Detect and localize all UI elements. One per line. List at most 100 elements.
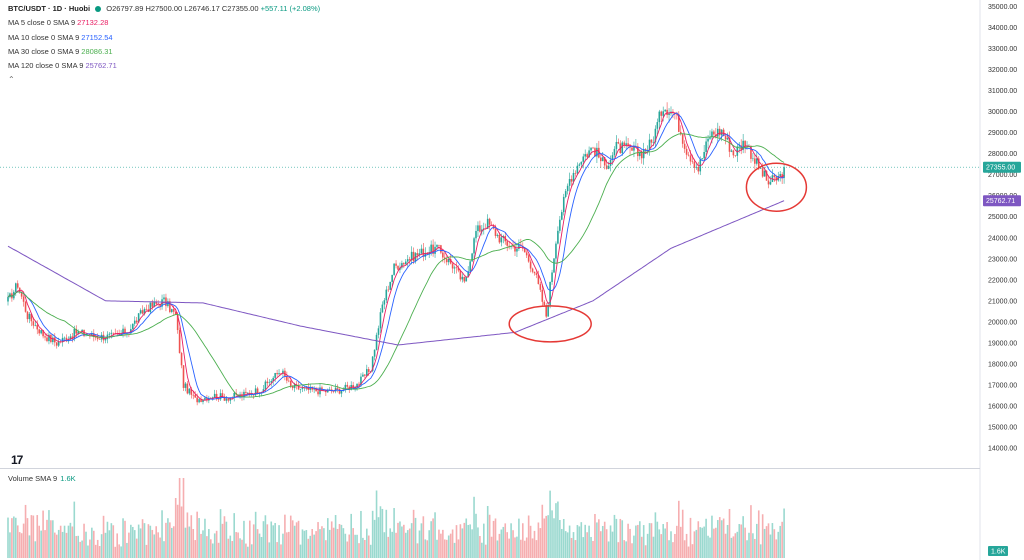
- volume-bar: [167, 518, 169, 558]
- candle-body: [422, 248, 425, 257]
- candle-body: [69, 336, 72, 340]
- candle: [734, 155, 737, 158]
- volume-bar: [613, 514, 616, 558]
- volume-bar: [350, 513, 352, 558]
- volume-bar: [289, 515, 292, 558]
- volume-bar: [424, 539, 427, 558]
- candle-body: [180, 353, 183, 366]
- volume-bar: [305, 530, 308, 558]
- candle-body: [174, 311, 177, 315]
- volume-bar: [646, 533, 649, 558]
- candle-body: [213, 393, 216, 398]
- ma120-legend[interactable]: MA 120 close 0 SMA 9 25762.71: [8, 61, 117, 71]
- candle-body: [159, 304, 161, 307]
- candle: [635, 139, 637, 147]
- candle-body: [648, 139, 651, 150]
- candle: [397, 265, 399, 271]
- candle: [186, 381, 189, 395]
- candle: [44, 333, 46, 341]
- volume-bar: [518, 518, 520, 558]
- volume-bar: [718, 517, 721, 558]
- volume-bar: [650, 523, 653, 558]
- candle-body: [502, 236, 505, 238]
- volume-bar: [652, 536, 655, 558]
- volume-bar: [143, 523, 146, 558]
- candle-body: [522, 245, 524, 249]
- volume-bar: [418, 530, 421, 558]
- ma5-legend[interactable]: MA 5 close 0 SMA 9 27132.28: [8, 18, 109, 28]
- volume-bar: [48, 510, 50, 558]
- volume-legend[interactable]: Volume SMA 9 1.6K: [8, 474, 76, 483]
- candle-body: [151, 302, 154, 307]
- candle-body: [256, 388, 259, 395]
- candle: [621, 140, 624, 156]
- candle-body: [555, 243, 557, 259]
- candle: [342, 387, 345, 392]
- candle: [145, 304, 148, 311]
- volume-bar: [473, 496, 475, 558]
- candle: [705, 136, 707, 158]
- ma5-value: 27132.28: [77, 18, 109, 28]
- volume-bar: [389, 528, 391, 558]
- volume-bar: [401, 526, 403, 558]
- volume-bar: [707, 535, 709, 558]
- legend-collapse-icon[interactable]: ⌃: [8, 75, 15, 85]
- candle-body: [48, 334, 50, 342]
- volume-bar: [605, 529, 608, 558]
- candle-body: [551, 272, 553, 283]
- y-tick-label: 14000.00: [988, 446, 1017, 453]
- volume-bar: [483, 523, 485, 558]
- candle: [718, 125, 721, 140]
- candle: [288, 376, 290, 383]
- candle-body: [518, 244, 520, 249]
- candle: [272, 376, 274, 385]
- volume-bar: [447, 535, 450, 558]
- candle-body: [527, 255, 530, 262]
- candle-body: [381, 304, 384, 313]
- volume-bar: [375, 490, 378, 558]
- volume-bar: [133, 530, 136, 558]
- tradingview-logo-icon[interactable]: 17: [11, 453, 23, 467]
- ma30-legend[interactable]: MA 30 close 0 SMA 9 28086.31: [8, 46, 113, 56]
- candle: [313, 386, 315, 394]
- symbol-label[interactable]: BTC/USDT · 1D · Huobi: [8, 4, 91, 13]
- candle: [213, 389, 216, 399]
- candle: [387, 285, 390, 293]
- volume-bar: [781, 521, 783, 558]
- candle-body: [241, 394, 243, 398]
- candle-body: [266, 381, 269, 384]
- volume-bar: [381, 508, 384, 558]
- ma10-legend[interactable]: MA 10 close 0 SMA 9 27152.54: [8, 32, 113, 42]
- candle: [547, 302, 549, 317]
- candle: [77, 329, 79, 336]
- candle: [600, 153, 602, 169]
- candle-body: [496, 234, 499, 236]
- candle-body: [289, 380, 292, 387]
- volume-bar: [149, 525, 152, 558]
- volume-bar: [477, 527, 479, 558]
- candle: [276, 369, 278, 377]
- candle: [533, 271, 536, 276]
- volume-bar: [54, 532, 56, 558]
- candle-body: [338, 388, 341, 394]
- candle-body: [447, 258, 450, 263]
- candle: [752, 152, 754, 162]
- candle-body: [566, 185, 569, 192]
- volume-bar: [319, 529, 321, 558]
- candle: [403, 262, 405, 269]
- candle-body: [722, 129, 725, 136]
- candle-body: [145, 308, 148, 310]
- volume-bar: [169, 522, 171, 558]
- candle-body: [445, 258, 448, 263]
- volume-bar: [566, 532, 569, 558]
- candle: [717, 122, 719, 143]
- volume-bar: [213, 533, 216, 558]
- volume-bar: [229, 535, 232, 558]
- candle: [116, 330, 118, 336]
- volume-bar: [330, 521, 333, 558]
- candle-body: [124, 328, 126, 335]
- y-tick-label: 16000.00: [988, 403, 1017, 410]
- volume-bar: [13, 516, 15, 558]
- candle: [149, 302, 152, 314]
